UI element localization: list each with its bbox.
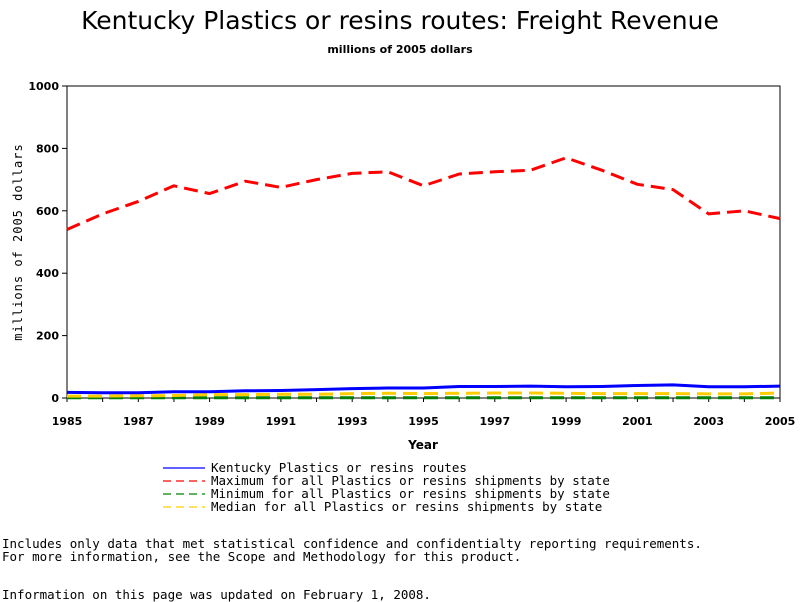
y-tick-label: 400: [36, 267, 59, 280]
x-tick-label: 1999: [551, 415, 582, 428]
y-tick-label: 0: [51, 392, 59, 405]
y-tick-label: 200: [36, 330, 59, 343]
legend: Kentucky Plastics or resins routesMaximu…: [163, 460, 610, 514]
legend-label: Kentucky Plastics or resins routes: [211, 460, 467, 475]
y-tick-label: 1000: [28, 80, 59, 93]
x-axis-label: Year: [407, 438, 438, 452]
x-tick-label: 2001: [622, 415, 653, 428]
x-tick-label: 1985: [52, 415, 83, 428]
series-line-0: [66, 383, 781, 395]
note-updated: Information on this page was updated on …: [2, 587, 431, 602]
legend-label: Median for all Plastics or resins shipme…: [211, 499, 602, 514]
plot-frame: [66, 85, 781, 399]
x-tick-label: 1991: [266, 415, 297, 428]
legend-label: Minimum for all Plastics or resins shipm…: [211, 486, 610, 501]
legend-label: Maximum for all Plastics or resins shipm…: [211, 473, 610, 488]
y-tick-label: 600: [36, 205, 59, 218]
x-tick-label: 2003: [693, 415, 724, 428]
y-tick-label: 800: [36, 142, 59, 155]
chart-subtitle: millions of 2005 dollars: [327, 43, 473, 56]
x-tick-label: 2005: [765, 415, 796, 428]
series-line-1: [66, 156, 781, 231]
x-tick-label: 1993: [337, 415, 368, 428]
series-layer: [66, 156, 781, 400]
x-tick-label: 1987: [123, 415, 154, 428]
series-line-3: [67, 391, 781, 398]
y-axis: 0 200 400 600 800 1000: [28, 80, 67, 405]
x-tick-label: 1995: [408, 415, 439, 428]
x-tick-label: 1997: [479, 415, 510, 428]
x-tick-label: 1989: [194, 415, 225, 428]
note-methodology: For more information, see the Scope and …: [2, 549, 522, 564]
y-axis-label: millions of 2005 dollars: [11, 143, 25, 340]
chart-title: Kentucky Plastics or resins routes: Frei…: [81, 6, 719, 35]
x-axis: 1985 1987 1989 1991 1993 1995 1997 1999 2001 2003…: [52, 398, 796, 428]
note-confidence: Includes only data that met statistical …: [2, 536, 702, 551]
